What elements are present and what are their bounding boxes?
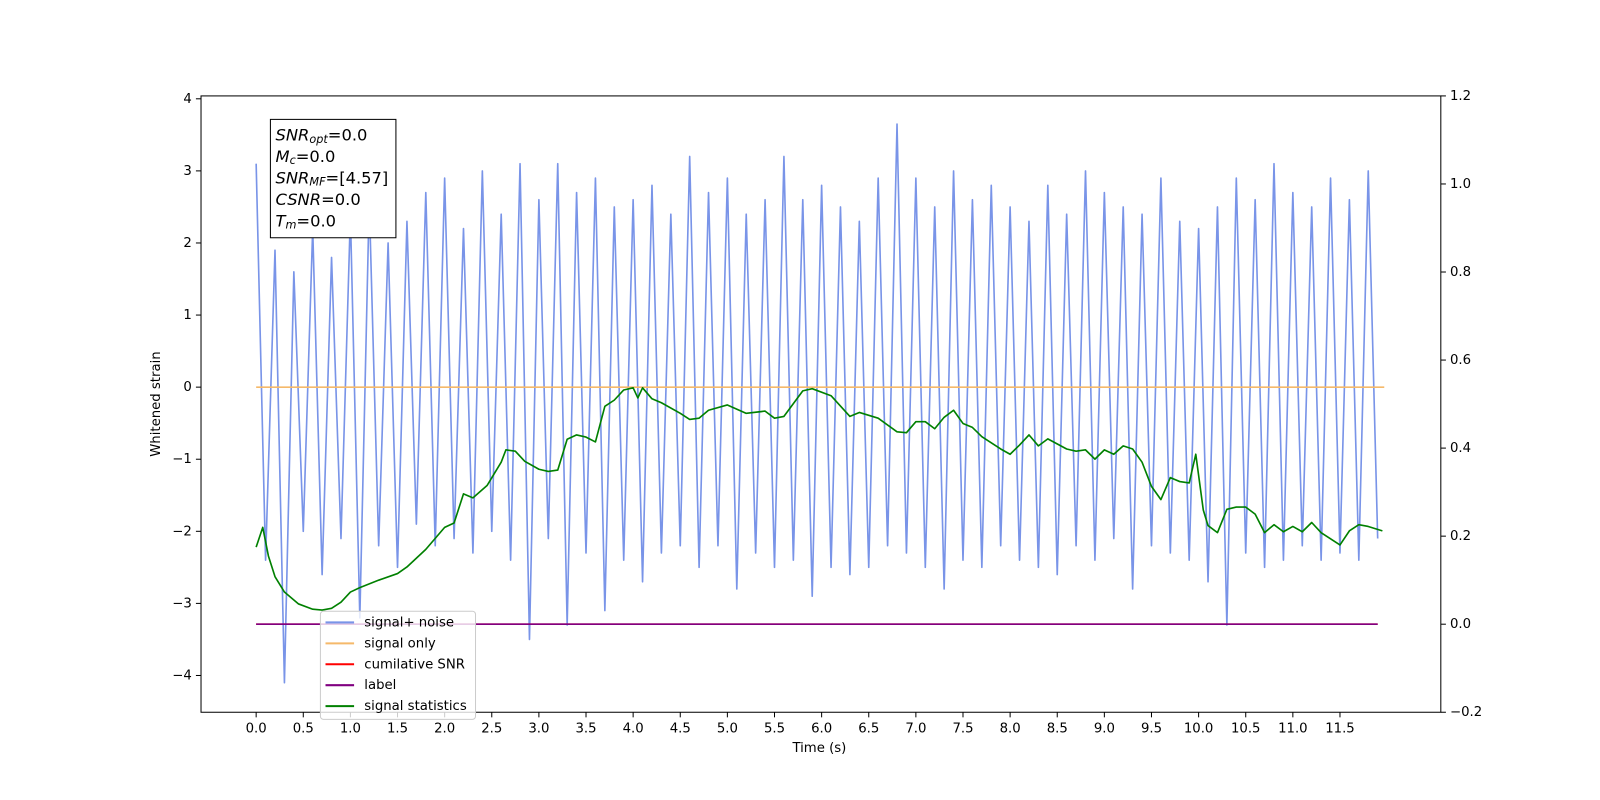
legend-label: signal only	[364, 636, 436, 651]
x-tick-label: 10.0	[1184, 722, 1214, 737]
y2-tick-label: 1.2	[1450, 89, 1471, 104]
annotation-subscript: m	[285, 219, 296, 232]
annotation-symbol: SNR	[276, 125, 310, 144]
y-axis-label: Whitened strain	[149, 351, 164, 456]
y2-tick-label: 0.6	[1450, 353, 1471, 368]
annotation-box	[269, 118, 397, 239]
y2-tick-label: 1.0	[1450, 177, 1471, 192]
y2-tick-label: −0.2	[1450, 705, 1482, 720]
annotation-line: SNRMF=[4.57]	[276, 168, 389, 189]
x-tick-label: 9.0	[1094, 722, 1115, 737]
annotation-value: =[4.57]	[326, 168, 389, 187]
x-tick-label: 5.5	[764, 722, 785, 737]
x-tick-label: 9.5	[1141, 722, 1162, 737]
annotation-line: Mc=0.0	[276, 147, 336, 168]
annotation-line: Tm=0.0	[276, 211, 337, 232]
annotation-symbol: CSNR	[276, 190, 322, 209]
y2-tick-label: 0.4	[1450, 441, 1471, 456]
y-tick-label: −3	[172, 596, 192, 611]
x-tick-label: 11.0	[1278, 722, 1308, 737]
y-tick-label: −4	[172, 668, 192, 683]
x-tick-label: 5.0	[717, 722, 738, 737]
annotation-line: CSNR=0.0	[276, 190, 361, 209]
x-tick-label: 8.5	[1047, 722, 1068, 737]
x-tick-label: 10.5	[1231, 722, 1261, 737]
annotation-value: =0.0	[296, 211, 336, 230]
x-tick-label: 6.0	[811, 722, 832, 737]
annotation-value: =0.0	[321, 190, 361, 209]
x-tick-label: 1.0	[340, 722, 361, 737]
x-tick-label: 6.5	[858, 722, 879, 737]
y-tick-label: 0	[183, 380, 191, 395]
y2-tick-label: 0.8	[1450, 265, 1471, 280]
x-tick-label: 0.5	[293, 722, 314, 737]
legend-label: signal statistics	[364, 699, 467, 714]
y2-tick-label: 0.0	[1450, 617, 1471, 632]
x-tick-label: 4.5	[670, 722, 691, 737]
annotation-subscript: opt	[309, 133, 328, 146]
series-line	[255, 386, 1383, 611]
y-tick-label: 1	[183, 308, 191, 323]
y-tick-label: 4	[183, 92, 191, 107]
plot-frame	[200, 95, 1442, 713]
legend-label: signal+ noise	[364, 615, 454, 630]
legend-box	[319, 610, 477, 720]
x-tick-label: 1.5	[387, 722, 408, 737]
annotation-symbol: SNR	[276, 168, 310, 187]
x-tick-label: 3.5	[575, 722, 596, 737]
annotation-subscript: c	[290, 154, 297, 167]
x-tick-label: 7.0	[905, 722, 926, 737]
annotation-value: =0.0	[328, 125, 368, 144]
y-tick-label: 3	[183, 164, 191, 179]
series-line	[255, 123, 1379, 684]
x-tick-label: 2.0	[434, 722, 455, 737]
annotation-symbol: T	[276, 211, 288, 230]
y-tick-label: −2	[172, 524, 192, 539]
legend-label: label	[364, 678, 396, 693]
x-tick-label: 4.0	[623, 722, 644, 737]
annotation-line: SNRopt=0.0	[276, 125, 368, 146]
y-tick-label: −1	[172, 452, 192, 467]
x-tick-label: 3.0	[528, 722, 549, 737]
annotation-subscript: MF	[309, 176, 326, 189]
x-tick-label: 8.0	[1000, 722, 1021, 737]
x-tick-label: 7.5	[952, 722, 973, 737]
y-tick-label: 2	[183, 236, 191, 251]
y2-tick-label: 0.2	[1450, 529, 1471, 544]
x-tick-label: 0.0	[246, 722, 267, 737]
x-tick-label: 2.5	[481, 722, 502, 737]
annotation-symbol: M	[276, 147, 290, 166]
legend-label: cumilative SNR	[364, 657, 465, 672]
annotation-value: =0.0	[296, 147, 336, 166]
x-tick-label: 11.5	[1325, 722, 1355, 737]
x-axis-label: Time (s)	[791, 741, 846, 756]
